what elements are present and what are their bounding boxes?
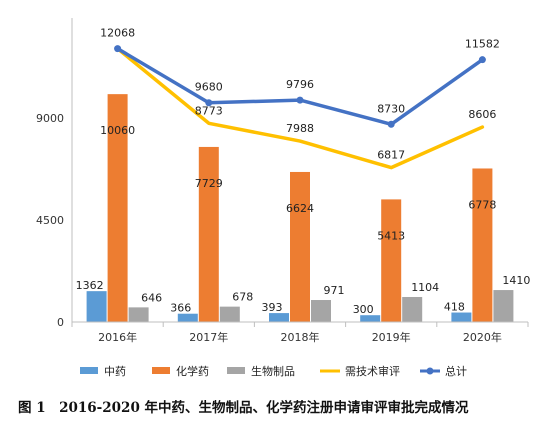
y-tick-label: 9000 bbox=[36, 112, 64, 125]
bar bbox=[128, 307, 149, 322]
bar bbox=[86, 291, 107, 322]
bar bbox=[472, 168, 493, 322]
data-label: 7729 bbox=[195, 177, 223, 190]
data-label: 646 bbox=[141, 291, 162, 304]
bar bbox=[177, 313, 198, 322]
data-label: 9680 bbox=[195, 81, 223, 94]
y-tick-label: 4500 bbox=[36, 214, 64, 227]
bar bbox=[107, 94, 128, 323]
bar bbox=[402, 296, 423, 322]
bar bbox=[311, 300, 331, 322]
x-tick-label: 2017年 bbox=[189, 330, 228, 344]
legend-label: 需技术审评 bbox=[345, 364, 400, 378]
x-tick-label: 2020年 bbox=[463, 330, 502, 344]
legend-swatch bbox=[152, 367, 170, 374]
data-label: 366 bbox=[170, 302, 191, 315]
bar bbox=[219, 306, 240, 322]
legend-label: 中药 bbox=[104, 365, 126, 378]
chart: 0 4500 9000 2016年 2017年 2018年 2019年 2020年 1362 36… bbox=[36, 18, 530, 378]
line-point bbox=[114, 45, 122, 53]
data-label: 1362 bbox=[76, 279, 104, 292]
y-tick-label: 0 bbox=[57, 316, 64, 329]
x-tick-label: 2019年 bbox=[372, 330, 411, 344]
legend-swatch bbox=[227, 367, 245, 374]
series-line bbox=[115, 46, 485, 170]
data-label: 11582 bbox=[465, 38, 500, 51]
data-label: 678 bbox=[232, 291, 253, 304]
data-label: 6817 bbox=[377, 149, 405, 162]
line-point bbox=[387, 120, 395, 128]
data-label: 8606 bbox=[468, 108, 496, 121]
data-label: 7988 bbox=[286, 122, 314, 135]
x-tick-label: 2018年 bbox=[281, 330, 320, 344]
data-label: 6778 bbox=[468, 198, 496, 211]
data-label: 8730 bbox=[377, 102, 405, 115]
bar bbox=[269, 313, 289, 322]
legend-marker bbox=[426, 367, 434, 375]
bar bbox=[381, 199, 402, 322]
legend-label: 总计 bbox=[445, 364, 467, 378]
bar bbox=[198, 146, 219, 322]
legend-swatch bbox=[80, 367, 98, 374]
line-point bbox=[296, 96, 304, 104]
bar bbox=[451, 312, 472, 322]
data-label: 9796 bbox=[286, 78, 314, 91]
data-label: 8773 bbox=[195, 104, 223, 117]
bar bbox=[360, 315, 381, 322]
bar bbox=[290, 171, 310, 322]
line-point bbox=[478, 56, 486, 64]
data-label: 418 bbox=[444, 301, 465, 314]
bar bbox=[493, 290, 514, 322]
data-label: 6624 bbox=[286, 202, 314, 215]
data-label: 393 bbox=[262, 301, 283, 314]
data-label: 971 bbox=[324, 284, 345, 297]
figure-caption: 图 1 2016-2020 年中药、生物制品、化学药注册申请审评审批完成情况 bbox=[18, 400, 469, 416]
legend-label: 化学药 bbox=[176, 364, 209, 378]
data-label: 1410 bbox=[502, 274, 530, 287]
x-tick-label: 2016年 bbox=[98, 330, 137, 344]
line-point bbox=[205, 99, 213, 107]
data-label: 300 bbox=[353, 303, 374, 316]
data-label: 12068 bbox=[100, 27, 135, 40]
data-label: 5413 bbox=[377, 229, 405, 242]
data-label: 10060 bbox=[100, 124, 135, 137]
data-label: 1104 bbox=[411, 281, 439, 294]
legend-label: 生物制品 bbox=[251, 364, 295, 378]
